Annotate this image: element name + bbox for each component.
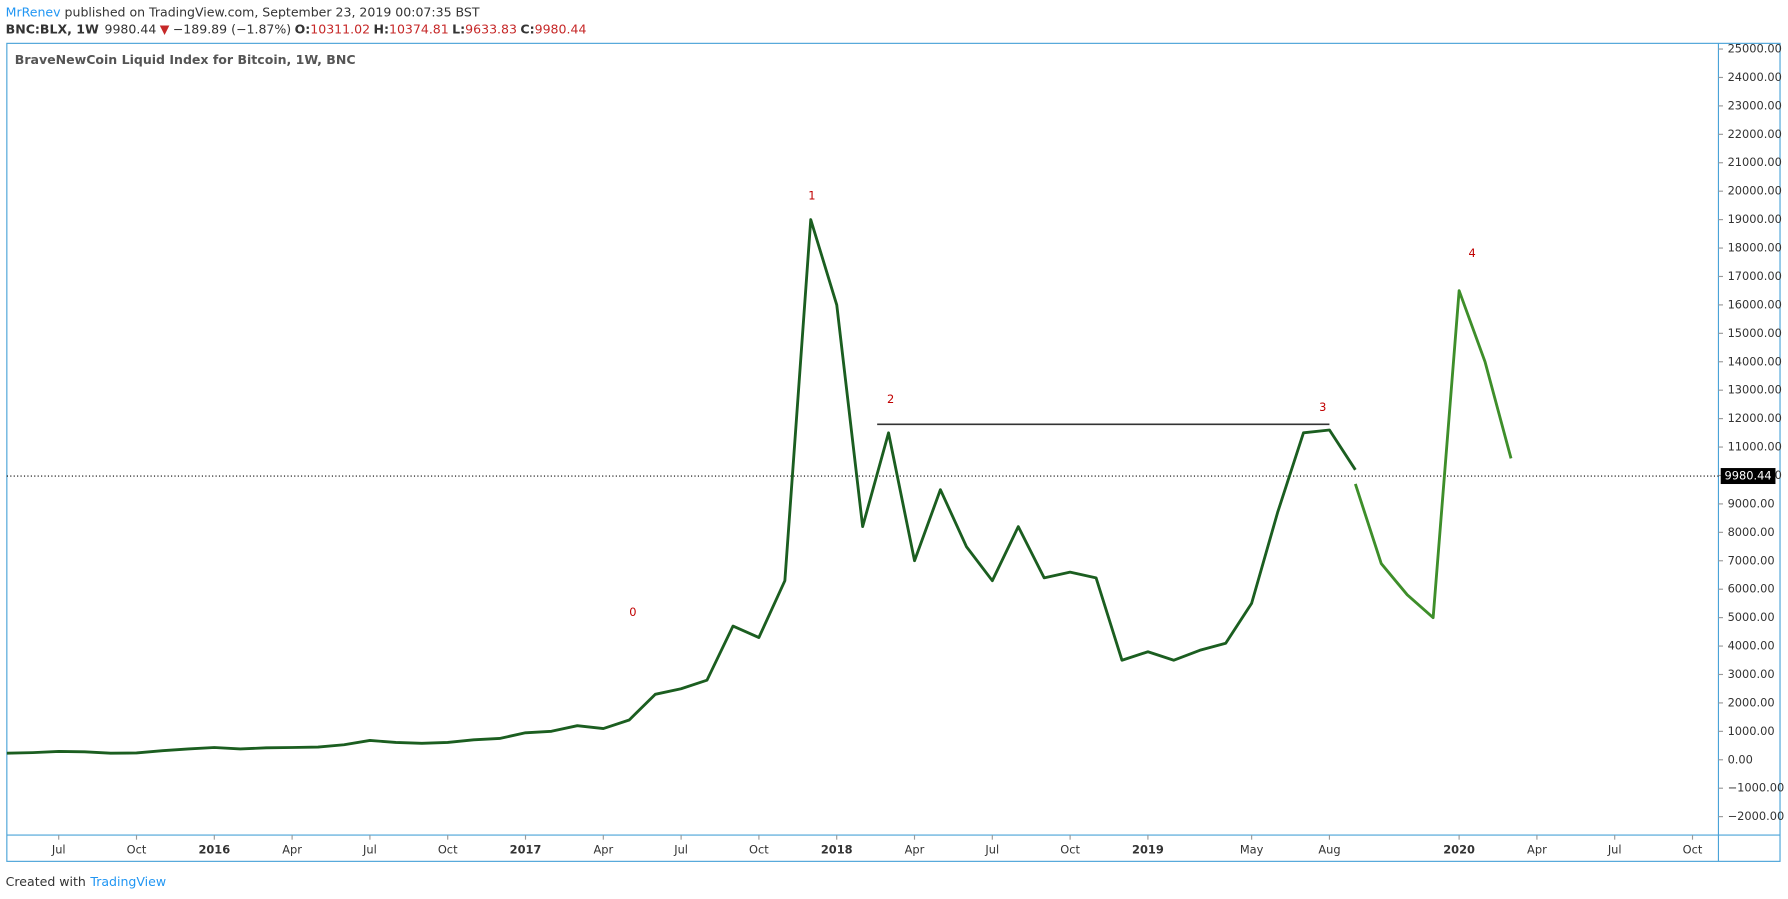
y-tick-label: 18000.00	[1728, 241, 1782, 255]
y-tick-label: 23000.00	[1728, 98, 1782, 112]
x-tick-label: Oct	[1060, 842, 1080, 856]
x-tick-label: 2017	[510, 842, 542, 856]
x-tick-label: 2019	[1132, 842, 1164, 856]
price-line	[6, 218, 1357, 755]
y-tick-label: 8000.00	[1728, 525, 1775, 539]
x-tick-label: Oct	[438, 842, 458, 856]
o-value: 10311.02	[310, 21, 370, 36]
x-tick-label: Jul	[51, 842, 66, 856]
c-label: C:	[520, 21, 534, 36]
x-tick-label: Oct	[749, 842, 769, 856]
last-price-box	[1720, 468, 1776, 485]
x-tick-label: Apr	[593, 842, 613, 856]
header-line-1: MrRenev published on TradingView.com, Se…	[6, 4, 480, 19]
y-tick-label: −1000.00	[1728, 781, 1785, 795]
x-tick-label: Apr	[282, 842, 302, 856]
y-tick-label: 5000.00	[1728, 610, 1775, 624]
y-tick-label: 4000.00	[1728, 639, 1775, 653]
y-tick-label: 3000.00	[1728, 667, 1775, 681]
y-tick-label: 15000.00	[1728, 326, 1782, 340]
x-tick-label: 2018	[821, 842, 853, 856]
y-tick-label: −2000.00	[1728, 809, 1785, 823]
wave-label: 2	[887, 392, 894, 406]
y-tick-label: 9000.00	[1728, 496, 1775, 510]
y-tick-label: 13000.00	[1728, 383, 1782, 397]
brand[interactable]: TradingView	[89, 873, 166, 888]
c-value: 9980.44	[535, 21, 587, 36]
x-tick-label: Oct	[1683, 842, 1703, 856]
x-tick-label: Jul	[362, 842, 377, 856]
y-tick-label: 11000.00	[1728, 440, 1782, 454]
y-tick-label: 7000.00	[1728, 553, 1775, 567]
x-tick-label: Jul	[1607, 842, 1622, 856]
x-tick-label: Jul	[984, 842, 999, 856]
x-tick-label: Oct	[127, 842, 147, 856]
chart-title: BraveNewCoin Liquid Index for Bitcoin, 1…	[15, 52, 356, 67]
x-tick-label: May	[1240, 842, 1264, 856]
l-value: 9633.83	[465, 21, 517, 36]
y-tick-label: 2000.00	[1728, 695, 1775, 709]
x-tick-label: Jul	[673, 842, 688, 856]
y-tick-label: 12000.00	[1728, 411, 1782, 425]
author[interactable]: MrRenev	[6, 4, 61, 19]
wave-label: 0	[629, 605, 636, 619]
y-tick-label: 16000.00	[1728, 297, 1782, 311]
last-price-label: 9980.44	[1725, 469, 1772, 483]
y-tick-label: 21000.00	[1728, 155, 1782, 169]
h-label: H:	[373, 21, 388, 36]
x-tick-label: 2020	[1443, 842, 1475, 856]
y-tick-label: 17000.00	[1728, 269, 1782, 283]
wave-label: 4	[1469, 246, 1476, 260]
wave-label: 1	[808, 189, 815, 203]
y-tick-label: 6000.00	[1728, 582, 1775, 596]
x-tick-label: 2016	[198, 842, 230, 856]
price-line	[1354, 289, 1513, 620]
y-tick-label: 20000.00	[1728, 184, 1782, 198]
y-tick-label: 22000.00	[1728, 127, 1782, 141]
o-label: O:	[295, 21, 311, 36]
symbol: BNC:BLX, 1W	[6, 21, 99, 36]
y-tick-label: 0.00	[1728, 752, 1753, 766]
y-tick-label: 14000.00	[1728, 354, 1782, 368]
footer: Created with TradingView	[6, 873, 166, 888]
l-label: L:	[452, 21, 465, 36]
y-tick-label: 25000.00	[1728, 42, 1782, 56]
y-tick-label: 1000.00	[1728, 724, 1775, 738]
x-tick-label: Apr	[905, 842, 925, 856]
arrow: ▼	[160, 21, 170, 36]
x-tick-label: Apr	[1527, 842, 1547, 856]
created-with: Created with	[6, 873, 86, 888]
price: 9980.44	[105, 21, 157, 36]
header-line-2: BNC:BLX, 1W 9980.44 ▼ −189.89 (−1.87%) O:103…	[6, 21, 587, 36]
chart-frame	[6, 42, 1781, 862]
x-tick-label: Aug	[1318, 842, 1340, 856]
published: published on TradingView.com, September …	[61, 4, 480, 19]
y-tick-label: 24000.00	[1728, 70, 1782, 84]
h-value: 10374.81	[389, 21, 449, 36]
change: −189.89 (−1.87%)	[173, 21, 291, 36]
y-tick-label: 19000.00	[1728, 212, 1782, 226]
wave-label: 3	[1319, 400, 1326, 414]
